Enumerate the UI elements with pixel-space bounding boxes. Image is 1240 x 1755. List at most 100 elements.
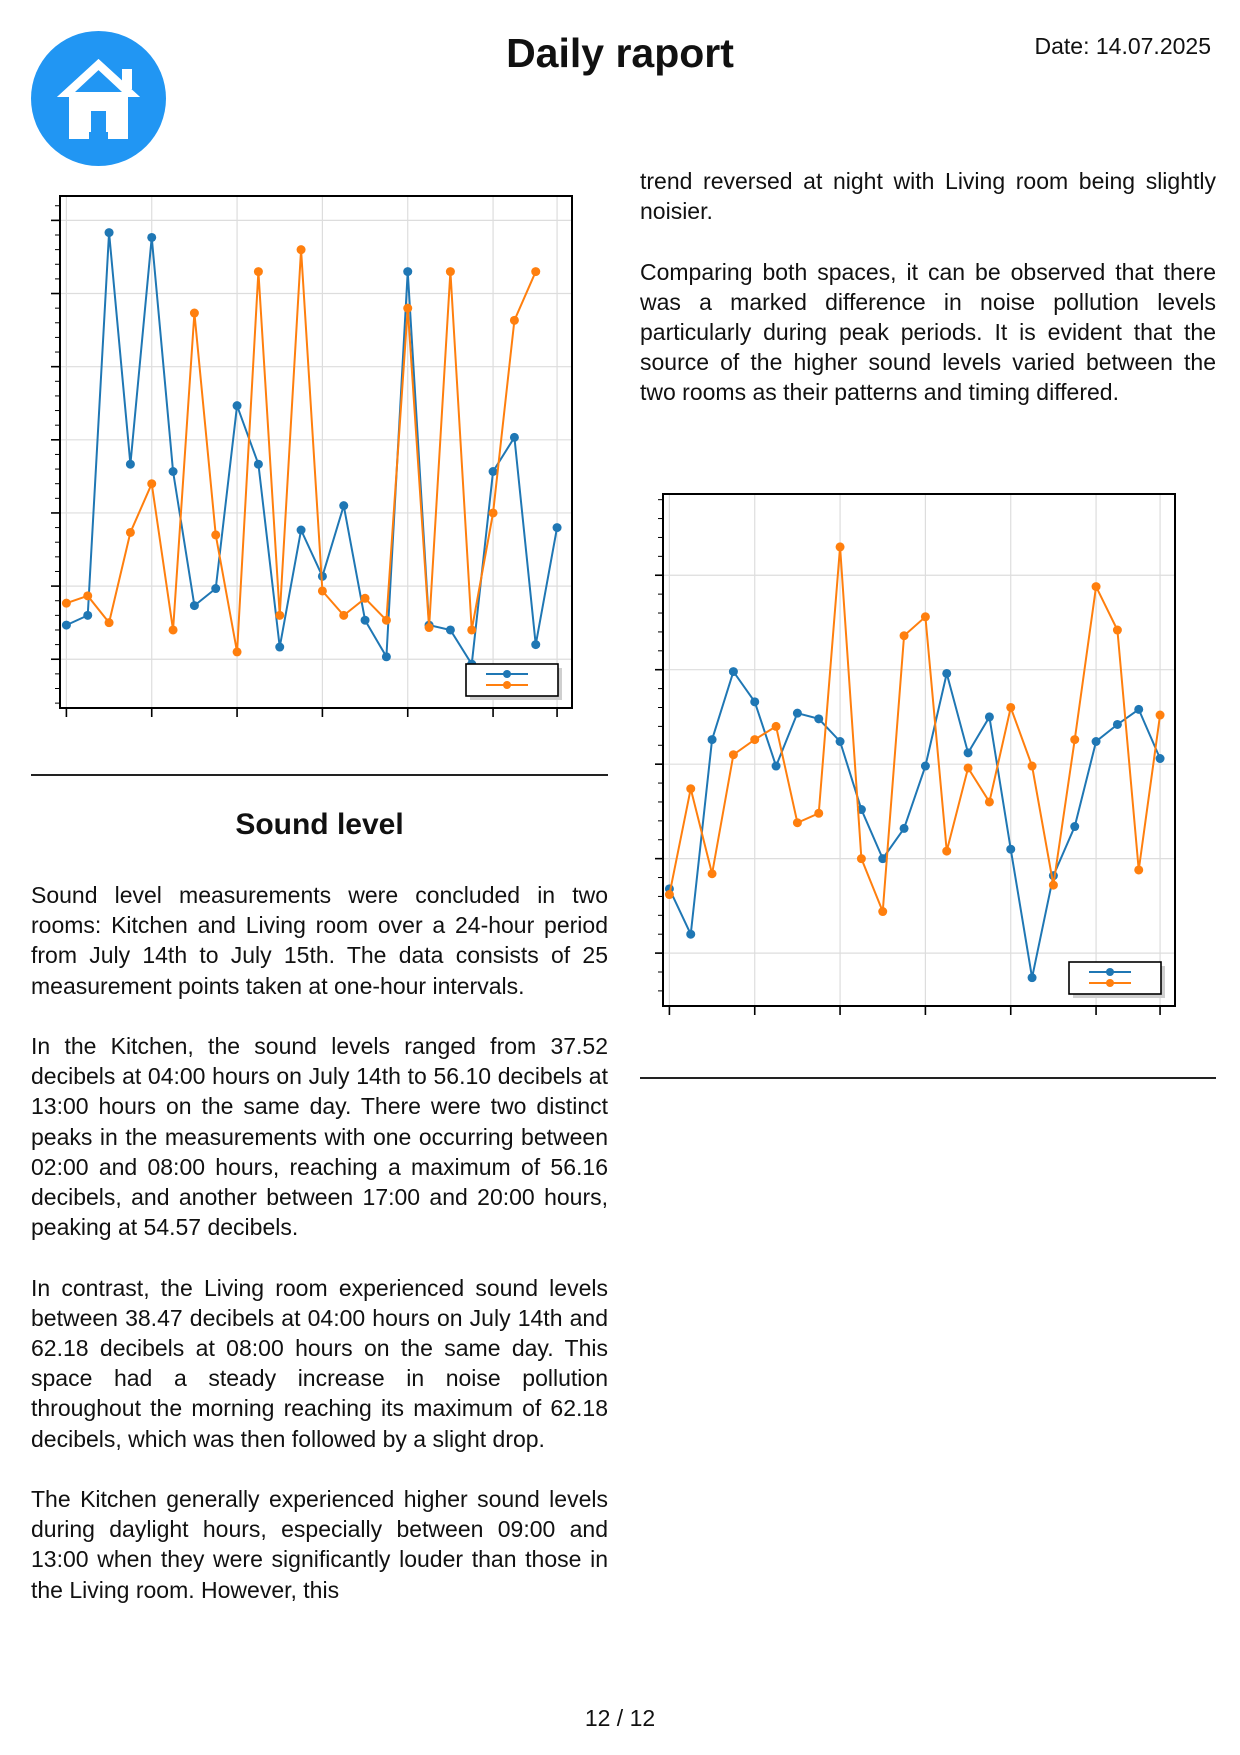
kitchen-living-chart-1: [51, 195, 573, 717]
data-point: [125, 527, 135, 537]
data-point: [1155, 710, 1165, 720]
data-point: [61, 620, 71, 630]
data-point: [104, 618, 114, 628]
data-point: [317, 586, 327, 596]
data-point: [920, 612, 930, 622]
data-point: [83, 610, 93, 620]
plot-area: [663, 494, 1175, 1006]
data-point: [899, 823, 909, 833]
data-point: [686, 929, 696, 939]
data-point: [232, 647, 242, 657]
plot-frame: [662, 493, 1176, 1007]
data-point: [168, 625, 178, 635]
plot-area: [60, 196, 572, 708]
data-point: [878, 854, 888, 864]
data-point: [814, 714, 824, 724]
data-point: [878, 907, 888, 917]
page-title: Daily raport: [506, 30, 734, 76]
data-point: [728, 750, 738, 760]
data-point: [360, 615, 370, 625]
data-point: [728, 667, 738, 677]
data-point: [750, 735, 760, 745]
text-column-right: trend reversed at night with Living room…: [640, 166, 1216, 438]
data-point: [664, 890, 674, 900]
data-point: [211, 530, 221, 540]
data-point: [771, 721, 781, 731]
section-heading: Sound level: [235, 808, 404, 841]
data-point: [339, 501, 349, 511]
data-point: [1091, 736, 1101, 746]
legend-box: [1068, 961, 1162, 995]
data-point: [792, 818, 802, 828]
data-point: [445, 625, 455, 635]
data-point: [963, 763, 973, 773]
data-point: [920, 761, 930, 771]
data-point: [381, 615, 391, 625]
data-point: [147, 479, 157, 489]
data-point: [275, 610, 285, 620]
data-point: [424, 623, 434, 633]
data-point: [253, 267, 263, 277]
data-point: [1112, 719, 1122, 729]
paragraph: trend reversed at night with Living room…: [640, 168, 1216, 225]
data-point: [1155, 754, 1165, 764]
data-point: [296, 525, 306, 535]
data-point: [339, 610, 349, 620]
data-point: [83, 591, 93, 601]
data-point: [984, 712, 994, 722]
data-point: [531, 267, 541, 277]
data-point: [445, 267, 455, 277]
data-point: [1112, 625, 1122, 635]
home-logo: [31, 31, 166, 166]
data-point: [360, 593, 370, 603]
data-point: [403, 267, 413, 277]
data-point: [1070, 822, 1080, 832]
data-point: [509, 315, 519, 325]
divider: [31, 774, 608, 776]
data-point: [189, 601, 199, 611]
paragraph: The Kitchen generally experienced higher…: [31, 1486, 608, 1603]
data-point: [189, 308, 199, 318]
legend-marker-0: [503, 670, 511, 678]
data-point: [984, 797, 994, 807]
data-point: [1091, 582, 1101, 592]
data-point: [1027, 761, 1037, 771]
data-point: [147, 232, 157, 242]
legend-marker-1: [1106, 979, 1114, 987]
data-point: [1134, 865, 1144, 875]
text-column-left: Sound level measurements were concluded …: [31, 880, 608, 1635]
legend-marker-1: [503, 681, 511, 689]
data-point: [1070, 735, 1080, 745]
data-point: [125, 459, 135, 469]
data-point: [942, 668, 952, 678]
kitchen-living-chart-2: [655, 493, 1176, 1015]
data-point: [1006, 844, 1016, 854]
paragraph: Comparing both spaces, it can be observe…: [640, 258, 1216, 406]
divider: [640, 1077, 1216, 1079]
legend-marker-0: [1106, 968, 1114, 976]
data-point: [61, 598, 71, 608]
data-point: [531, 640, 541, 650]
data-point: [750, 697, 760, 707]
paragraph: In contrast, the Living room experienced…: [31, 1274, 608, 1452]
data-point: [835, 542, 845, 552]
data-point: [771, 761, 781, 771]
data-point: [963, 748, 973, 758]
data-point: [792, 708, 802, 718]
paragraph: Sound level measurements were concluded …: [31, 882, 608, 999]
paragraph: In the Kitchen, the sound levels ranged …: [31, 1033, 608, 1241]
legend-box: [465, 663, 559, 697]
data-point: [899, 631, 909, 641]
data-point: [1006, 702, 1016, 712]
data-point: [1134, 704, 1144, 714]
data-point: [253, 459, 263, 469]
data-point: [467, 625, 477, 635]
data-point: [942, 846, 952, 856]
plot-frame: [59, 195, 573, 709]
report-date: Date: 14.07.2025: [1034, 33, 1211, 59]
data-point: [1027, 973, 1037, 983]
data-point: [403, 303, 413, 313]
data-point: [275, 642, 285, 652]
data-point: [686, 784, 696, 794]
data-point: [104, 228, 114, 238]
